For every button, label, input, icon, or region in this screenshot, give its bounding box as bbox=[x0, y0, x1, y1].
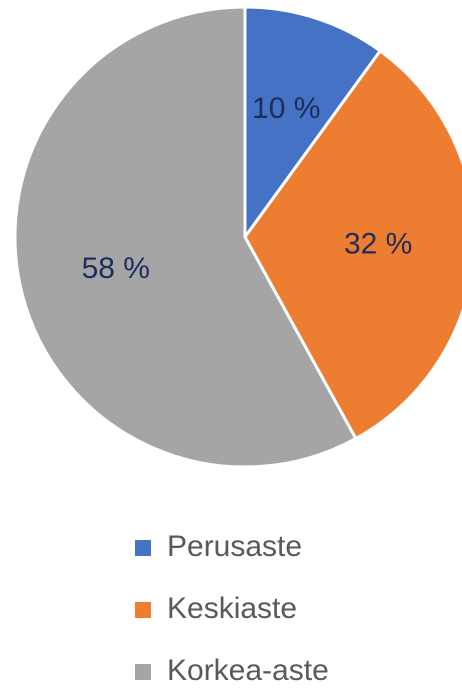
legend-label: Keskiaste bbox=[167, 592, 297, 625]
legend-swatch bbox=[135, 664, 151, 680]
data-label: 10 % bbox=[252, 92, 320, 125]
legend-swatch bbox=[135, 540, 151, 556]
pie-slice bbox=[243, 48, 462, 441]
legend-swatch bbox=[135, 602, 151, 618]
data-label: 32 % bbox=[344, 227, 412, 260]
legend-label: Perusaste bbox=[167, 530, 302, 563]
data-label: 58 % bbox=[82, 252, 150, 285]
pie-slice bbox=[243, 5, 383, 242]
legend-label: Korkea-aste bbox=[167, 654, 329, 687]
pie-slice bbox=[13, 5, 358, 469]
